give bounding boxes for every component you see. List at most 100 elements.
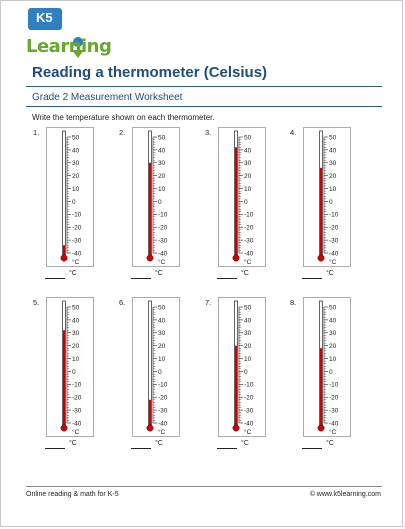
scale-label: 20 xyxy=(244,173,252,180)
scale-label: -20 xyxy=(72,395,82,402)
thermometer-frame xyxy=(132,297,180,437)
mercury-column xyxy=(235,147,237,256)
thermometer-frame xyxy=(218,127,266,267)
answer-unit: °C xyxy=(326,270,334,277)
mercury-column xyxy=(149,162,151,256)
footer-left-text: Online reading & math for K-5 xyxy=(26,491,119,498)
answer-blank[interactable] xyxy=(45,278,65,279)
scale-label: -10 xyxy=(72,382,82,389)
scale-label: -40 xyxy=(158,250,168,257)
scale-label: -40 xyxy=(72,420,82,427)
scale-label: -10 xyxy=(158,212,168,219)
scale-label: -30 xyxy=(244,238,254,245)
scale-label: -20 xyxy=(244,225,254,232)
scale-label: 40 xyxy=(72,147,80,154)
scale-label: -40 xyxy=(329,250,339,257)
problem-number: 3. xyxy=(205,128,212,137)
scale-label: -30 xyxy=(158,408,168,415)
mercury-column xyxy=(320,167,322,256)
thermometer-bulb xyxy=(146,254,154,262)
scale-label: 50 xyxy=(329,134,337,141)
problem-number: 4. xyxy=(290,128,297,137)
answer-blank[interactable] xyxy=(302,278,322,279)
answer-blank[interactable] xyxy=(217,278,237,279)
scale-label: 10 xyxy=(72,356,80,363)
scale-label: 30 xyxy=(329,330,337,337)
scale-label: 10 xyxy=(329,186,337,193)
scale-label: -20 xyxy=(244,395,254,402)
thermometer-frame xyxy=(46,127,94,267)
scale-label: 0 xyxy=(244,369,248,376)
page-title: Reading a thermometer (Celsius) xyxy=(32,64,268,81)
scale-label: 10 xyxy=(158,186,166,193)
scale-label: -40 xyxy=(329,420,339,427)
thermometer: 50 40 30 20 10 0 -10 -20 -30 -40°C xyxy=(218,127,266,267)
unit-label: °C xyxy=(244,428,252,436)
answer-unit: °C xyxy=(155,270,163,277)
scale-label: -10 xyxy=(329,212,339,219)
logo-graphic xyxy=(28,8,84,58)
scale-label: 0 xyxy=(244,199,248,206)
answer-blank[interactable] xyxy=(302,448,322,449)
scale-label: 40 xyxy=(158,317,166,324)
problem-number: 5. xyxy=(33,298,40,307)
scale-label: -30 xyxy=(72,408,82,415)
scale-label: -20 xyxy=(72,225,82,232)
scale-label: 10 xyxy=(329,356,337,363)
scale-label: 10 xyxy=(158,356,166,363)
scale-label: -20 xyxy=(329,395,339,402)
unit-label: °C xyxy=(244,258,252,266)
instructions: Write the temperature shown on each ther… xyxy=(32,113,215,122)
unit-label: °C xyxy=(158,258,166,266)
scale-label: 30 xyxy=(158,330,166,337)
answer-unit: °C xyxy=(155,440,163,447)
scale-label: 50 xyxy=(244,134,252,141)
thermometer-frame xyxy=(218,297,266,437)
scale-label: 20 xyxy=(158,173,166,180)
problem-number: 1. xyxy=(33,128,40,137)
scale-label: 40 xyxy=(158,147,166,154)
answer-blank[interactable] xyxy=(131,448,151,449)
scale-label: 50 xyxy=(329,304,337,311)
scale-label: -30 xyxy=(329,408,339,415)
scale-label: 30 xyxy=(244,160,252,167)
answer-unit: °C xyxy=(69,440,77,447)
thermometer: 50 40 30 20 10 0 -10 -20 -30 -40°C xyxy=(132,127,180,267)
problem-number: 8. xyxy=(290,298,297,307)
scale-label: -40 xyxy=(158,420,168,427)
unit-label: °C xyxy=(72,428,80,436)
scale-label: 20 xyxy=(72,173,80,180)
logo-badge-text: K5 xyxy=(36,10,53,25)
scale-label: 0 xyxy=(158,369,162,376)
scale-label: 0 xyxy=(72,369,76,376)
scale-label: -40 xyxy=(244,250,254,257)
mercury-column xyxy=(63,245,65,256)
scale-label: 40 xyxy=(244,317,252,324)
footer-right-text: © www.k5learning.com xyxy=(309,491,381,498)
footer-divider xyxy=(26,486,382,487)
mercury-column xyxy=(63,330,65,426)
answer-unit: °C xyxy=(241,270,249,277)
scale-label: -20 xyxy=(158,395,168,402)
thermometer-bulb xyxy=(60,254,68,262)
thermometer-bulb xyxy=(232,254,240,262)
scale-label: 20 xyxy=(329,343,337,350)
title-divider xyxy=(26,86,382,87)
answer-blank[interactable] xyxy=(131,278,151,279)
scale-label: 10 xyxy=(72,186,80,193)
thermometer-frame xyxy=(132,127,180,267)
mercury-column xyxy=(149,399,151,426)
answer-blank[interactable] xyxy=(217,448,237,449)
scale-label: 0 xyxy=(329,199,333,206)
subtitle-divider xyxy=(26,106,382,107)
scale-label: -40 xyxy=(244,420,254,427)
thermometer-bulb xyxy=(317,254,325,262)
scale-label: 50 xyxy=(158,304,166,311)
unit-label: °C xyxy=(329,428,337,436)
scale-label: -30 xyxy=(244,408,254,415)
answer-blank[interactable] xyxy=(45,448,65,449)
scale-label: -20 xyxy=(329,225,339,232)
scale-label: 0 xyxy=(158,199,162,206)
page-subtitle: Grade 2 Measurement Worksheet xyxy=(32,92,183,103)
